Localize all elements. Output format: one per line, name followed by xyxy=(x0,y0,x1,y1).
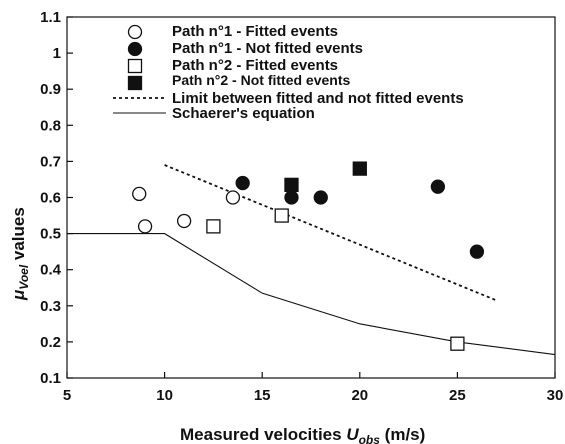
legend-label: Path n°2 - Not fitted events xyxy=(172,72,350,88)
data-point xyxy=(274,208,289,223)
data-point xyxy=(137,219,153,234)
legend-label: Path n°1 - Not fitted events xyxy=(172,40,363,57)
y-axis-title: μVoel values xyxy=(9,207,31,301)
legend-marker xyxy=(127,58,143,74)
legend-marker xyxy=(127,41,143,57)
x-tick-label: 15 xyxy=(254,387,271,404)
data-point xyxy=(284,177,299,193)
data-point xyxy=(235,175,250,191)
y-tick-label: 0.5 xyxy=(40,226,61,243)
x-tick-label: 25 xyxy=(449,387,466,404)
x-tick-label: 5 xyxy=(63,387,71,404)
legend-label: Schaerer's equation xyxy=(172,105,315,122)
schaerer-equation-line xyxy=(67,233,556,356)
data-point xyxy=(469,244,485,259)
y-tick-label: 0.1 xyxy=(40,370,61,387)
curves xyxy=(67,164,556,356)
data-point xyxy=(132,186,147,202)
legend-label: Limit between fitted and not fitted even… xyxy=(172,90,464,107)
y-tick-label: 0.6 xyxy=(40,190,61,207)
x-tick-label: 30 xyxy=(547,387,564,404)
x-tick-label: 20 xyxy=(351,387,368,404)
data-point xyxy=(206,219,221,234)
data-point xyxy=(284,190,299,205)
axes: 5 10 15 20 25 30 0.1 0.2 0.3 0.4 0.5 0.6 0.7 0.8 0.9 1 1… xyxy=(40,9,563,404)
x-tick-label: 10 xyxy=(156,387,173,404)
x-axis-title: Measured velocities Uobs (m/s) xyxy=(180,425,425,444)
data-point xyxy=(313,190,328,205)
y-tick-label: 0.7 xyxy=(40,153,61,170)
data-point xyxy=(176,213,192,229)
legend-marker xyxy=(127,24,143,40)
legend-label: Path n°2 - Fitted events xyxy=(172,57,338,74)
markers xyxy=(132,161,485,351)
legend-label: Path n°1 - Fitted events xyxy=(172,23,338,40)
y-tick-label: 0.2 xyxy=(40,334,61,351)
data-point xyxy=(225,190,241,205)
legend-marker xyxy=(127,75,143,91)
data-point xyxy=(430,179,446,194)
data-point xyxy=(450,336,465,351)
y-tick-label: 0.9 xyxy=(40,81,61,98)
y-tick-label: 1 xyxy=(53,45,61,62)
data-point xyxy=(352,161,367,176)
y-tick-label: 1.1 xyxy=(40,9,61,26)
y-tick-label: 0.3 xyxy=(40,298,61,315)
y-tick-label: 0.4 xyxy=(40,262,62,279)
y-tick-label: 0.8 xyxy=(40,117,61,134)
